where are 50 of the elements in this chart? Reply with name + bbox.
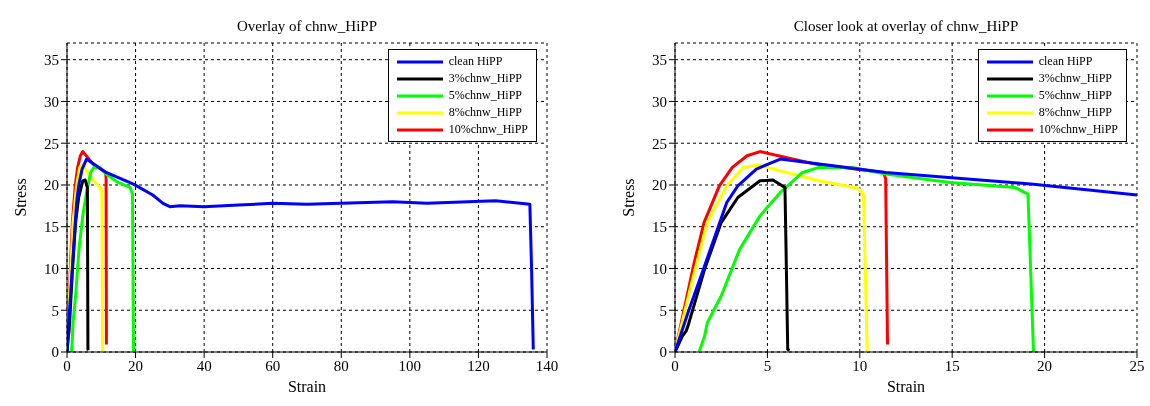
y-tick-label: 30 — [44, 93, 59, 110]
y-axis-title: Stress — [619, 178, 637, 217]
legend-label: 10%chnw_HiPP — [1038, 122, 1118, 137]
x-tick-label: 140 — [535, 357, 559, 374]
x-tick-label: 0 — [63, 357, 71, 374]
y-tick-label: 30 — [652, 93, 667, 110]
y-tick-label: 25 — [44, 135, 59, 152]
y-tick-label: 10 — [652, 260, 667, 277]
legend-label: 10%chnw_HiPP — [448, 122, 528, 137]
line-series — [697, 165, 1036, 352]
x-tick-label: 80 — [333, 357, 349, 374]
x-tick-label: 25 — [1129, 357, 1145, 374]
legend-label: clean HiPP — [448, 54, 503, 69]
x-tick-label: 60 — [265, 357, 281, 374]
y-tick-label: 25 — [652, 135, 667, 152]
x-tick-label: 0 — [671, 357, 679, 374]
x-tick-label: 20 — [128, 357, 144, 374]
legend-label: clean HiPP — [1038, 54, 1093, 69]
y-tick-label: 0 — [51, 344, 59, 361]
x-tick-label: 100 — [398, 357, 422, 374]
y-tick-label: 5 — [51, 302, 59, 319]
x-tick-label: 15 — [944, 357, 960, 374]
chart-title: Closer look at overlay of chnw_HiPP — [792, 18, 1020, 35]
x-tick-label: 5 — [763, 357, 772, 374]
legend-label: 3%chnw_HiPP — [1038, 71, 1112, 86]
y-tick-label: 0 — [659, 344, 667, 361]
x-tick-label: 120 — [467, 357, 490, 374]
y-axis-title: Stress — [11, 178, 29, 217]
legend-label: 8%chnw_HiPP — [1038, 105, 1112, 120]
x-tick-label: 20 — [1037, 357, 1053, 374]
line-series — [69, 165, 136, 352]
chart-title: Overlay of chnw_HiPP — [236, 18, 378, 35]
y-tick-label: 10 — [44, 260, 59, 277]
legend-label: 3%chnw_HiPP — [448, 71, 522, 86]
y-tick-label: 15 — [44, 219, 59, 236]
y-tick-label: 5 — [659, 302, 667, 319]
y-tick-label: 35 — [44, 52, 59, 69]
legend-label: 5%chnw_HiPP — [448, 88, 522, 103]
line-series — [675, 163, 869, 352]
legend-label: 5%chnw_HiPP — [1038, 88, 1112, 103]
x-axis-title: Strain — [287, 378, 327, 395]
y-tick-label: 35 — [652, 52, 667, 69]
legend-label: 8%chnw_HiPP — [448, 105, 522, 120]
y-tick-label: 20 — [44, 177, 59, 194]
x-tick-label: 40 — [196, 357, 212, 374]
line-series — [67, 157, 535, 352]
y-tick-label: 20 — [652, 177, 667, 194]
x-tick-label: 10 — [852, 357, 868, 374]
x-axis-title: Strain — [886, 378, 926, 395]
y-tick-label: 15 — [652, 219, 667, 236]
